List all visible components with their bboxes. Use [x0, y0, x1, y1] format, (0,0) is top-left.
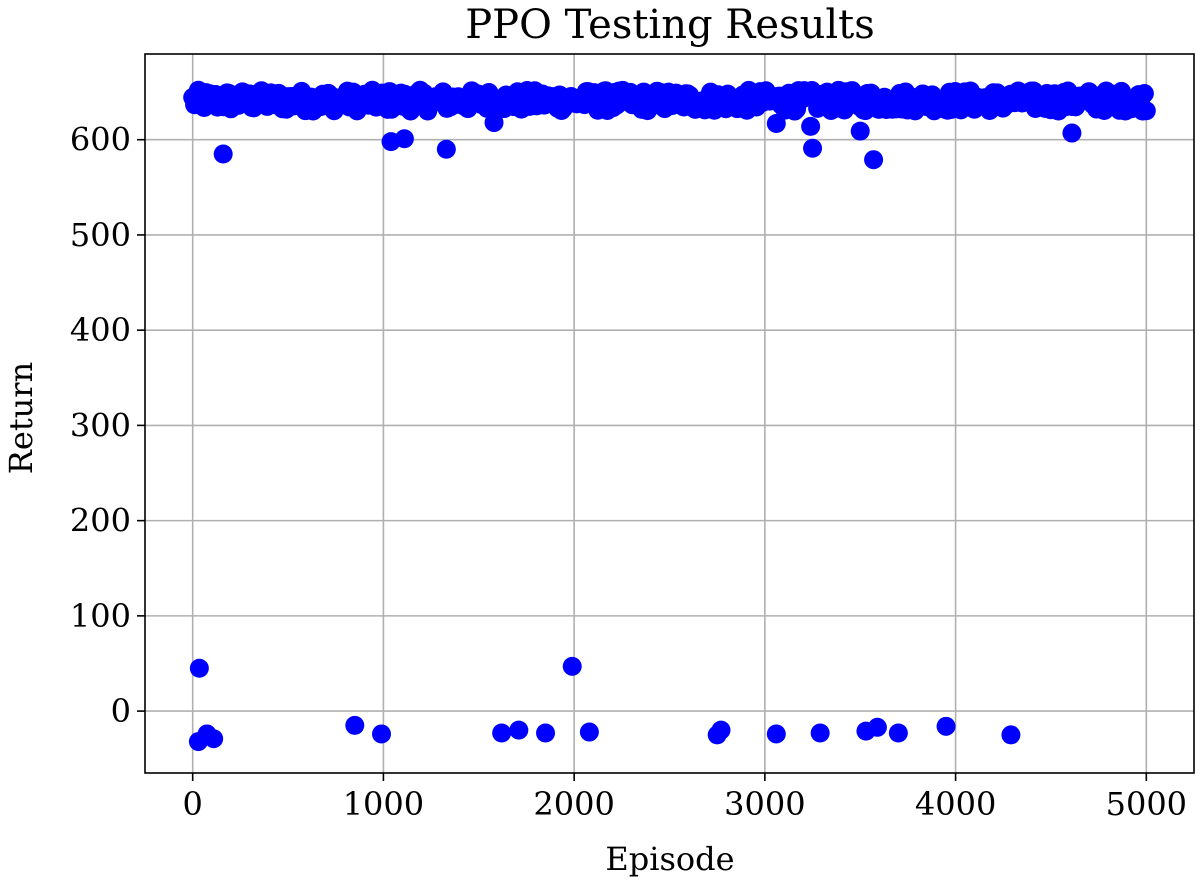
- data-point: [1136, 101, 1156, 121]
- y-tick-label: 500: [70, 216, 131, 254]
- y-tick-label: 200: [70, 502, 131, 540]
- data-point: [766, 114, 786, 134]
- data-point: [562, 656, 582, 676]
- x-axis: 0 1000 2000 3000 4000 5000: [183, 773, 1187, 823]
- data-point: [1134, 84, 1154, 104]
- x-tick-label: 3000: [724, 785, 805, 823]
- y-tick-label: 400: [70, 311, 131, 349]
- data-point: [766, 724, 786, 744]
- data-point: [888, 723, 908, 743]
- data-point: [711, 720, 731, 740]
- y-tick-label: 0: [111, 692, 131, 730]
- data-point: [372, 724, 392, 744]
- data-point: [1001, 725, 1021, 745]
- x-tick-label: 2000: [533, 785, 614, 823]
- data-point: [1062, 123, 1082, 143]
- y-axis: 0 100 200 300 400 500 600: [70, 121, 145, 730]
- data-point: [492, 723, 512, 743]
- data-point: [536, 723, 556, 743]
- data-point: [345, 715, 365, 735]
- grid-lines: [145, 54, 1194, 773]
- data-point: [394, 129, 414, 149]
- data-point: [810, 723, 830, 743]
- data-point: [803, 138, 823, 158]
- y-tick-label: 100: [70, 597, 131, 635]
- data-point: [801, 116, 821, 136]
- x-tick-label: 0: [183, 785, 203, 823]
- data-point: [579, 722, 599, 742]
- x-tick-label: 4000: [915, 785, 996, 823]
- y-axis-label: Return: [2, 362, 40, 474]
- data-point: [867, 717, 887, 737]
- plot-frame: [144, 53, 1195, 774]
- data-points: [183, 80, 1156, 752]
- data-point: [936, 716, 956, 736]
- data-point: [213, 144, 233, 164]
- x-tick-label: 5000: [1106, 785, 1187, 823]
- data-point: [436, 139, 456, 159]
- data-point: [864, 150, 884, 170]
- data-point: [189, 658, 209, 678]
- data-point: [509, 720, 529, 740]
- chart-title: PPO Testing Results: [465, 2, 875, 48]
- y-tick-label: 300: [70, 406, 131, 444]
- x-tick-label: 1000: [343, 785, 424, 823]
- data-point: [850, 121, 870, 141]
- x-axis-label: Episode: [605, 840, 734, 878]
- data-point: [204, 729, 224, 749]
- data-point: [484, 113, 504, 133]
- y-tick-label: 600: [70, 121, 131, 159]
